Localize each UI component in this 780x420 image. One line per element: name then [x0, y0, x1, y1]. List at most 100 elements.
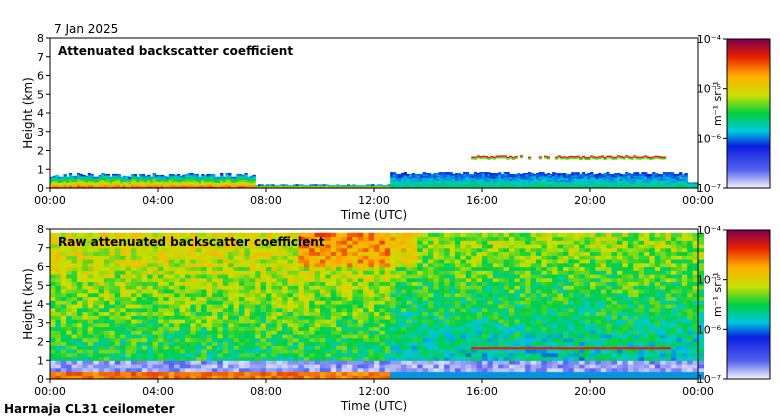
data-cell [446, 180, 451, 183]
data-cell [239, 341, 245, 346]
data-cell [190, 266, 197, 271]
data-cell [392, 178, 397, 181]
cloud-cell [657, 156, 661, 158]
data-cell [201, 345, 208, 350]
data-cell [530, 182, 534, 184]
cloud-cell [576, 157, 580, 159]
data-cell [104, 176, 108, 179]
data-cell [546, 173, 551, 176]
data-cell [500, 186, 505, 188]
data-cell [201, 178, 205, 181]
data-cell [185, 315, 191, 320]
data-cell [247, 180, 251, 183]
data-cell [484, 173, 488, 175]
data-cell [87, 296, 94, 301]
data-cell [660, 183, 664, 185]
data-cell [217, 177, 221, 180]
data-cell [495, 180, 499, 183]
data-cell [484, 175, 488, 178]
data-cell [236, 180, 240, 183]
data-cell [60, 371, 67, 376]
data-cell [549, 175, 553, 178]
data-cell [536, 181, 540, 183]
data-cell [436, 178, 440, 181]
data-cell [465, 184, 470, 186]
data-cell [492, 180, 497, 183]
data-cell [603, 176, 607, 179]
data-cell [98, 262, 105, 268]
data-cell [644, 181, 648, 183]
data-cell [479, 184, 483, 186]
data-cell [185, 277, 191, 283]
cloud-cell [573, 156, 578, 158]
data-cell [554, 179, 559, 182]
data-cell [101, 175, 105, 178]
data-cell [581, 172, 586, 174]
data-cell [228, 247, 235, 253]
data-cell [463, 178, 467, 181]
data-cell [141, 345, 148, 350]
data-cell [271, 304, 278, 309]
data-cell [87, 183, 92, 185]
data-cell [82, 364, 89, 369]
cloud-cell [646, 157, 650, 160]
data-cell [503, 177, 507, 180]
data-cell [519, 176, 524, 179]
data-cell [260, 289, 267, 294]
data-cell [125, 179, 129, 182]
data-cell [109, 176, 113, 179]
data-cell [239, 182, 243, 184]
cloud-cell [603, 156, 607, 159]
data-cell [158, 236, 164, 241]
data-cell [125, 180, 129, 183]
data-cell [441, 181, 445, 183]
data-cell [101, 185, 105, 187]
data-cell [549, 174, 553, 177]
data-cell [66, 292, 73, 298]
data-cell [590, 186, 594, 188]
data-cell [114, 277, 121, 283]
data-cell [217, 337, 224, 343]
data-cell [190, 311, 197, 316]
data-cell [473, 174, 478, 177]
data-cell [611, 176, 615, 179]
data-cell [236, 177, 240, 180]
data-cell [595, 181, 599, 183]
data-cell [684, 174, 688, 177]
data-cell [411, 183, 416, 185]
data-cell [109, 300, 116, 305]
data-cell [557, 173, 561, 176]
data-cell [50, 289, 56, 294]
data-cell [622, 183, 626, 185]
data-cell [179, 330, 186, 335]
data-cell [77, 266, 83, 271]
data-cell [495, 185, 499, 187]
data-cell [665, 181, 669, 183]
data-cell [195, 326, 202, 331]
data-cell [260, 304, 267, 309]
data-cell [217, 352, 224, 358]
data-cell [592, 186, 596, 188]
data-cell [206, 356, 213, 361]
data-cell [395, 184, 399, 186]
data-cell [590, 175, 594, 178]
data-cell [446, 173, 451, 175]
data-cell [560, 183, 564, 185]
data-cell [274, 186, 278, 188]
data-cell [552, 178, 556, 181]
data-cell [147, 180, 151, 183]
data-cell [260, 184, 264, 186]
data-cell [557, 181, 561, 183]
data-cell [649, 174, 653, 177]
data-cell [82, 352, 89, 358]
data-cell [333, 186, 337, 188]
data-cell [163, 307, 170, 313]
data-cell [355, 186, 359, 188]
data-cell [114, 173, 119, 176]
data-cell [446, 175, 451, 178]
data-cell [147, 232, 154, 238]
data-cell [476, 180, 480, 183]
data-cell [152, 307, 159, 313]
data-cell [233, 349, 240, 354]
data-cell [131, 296, 137, 301]
